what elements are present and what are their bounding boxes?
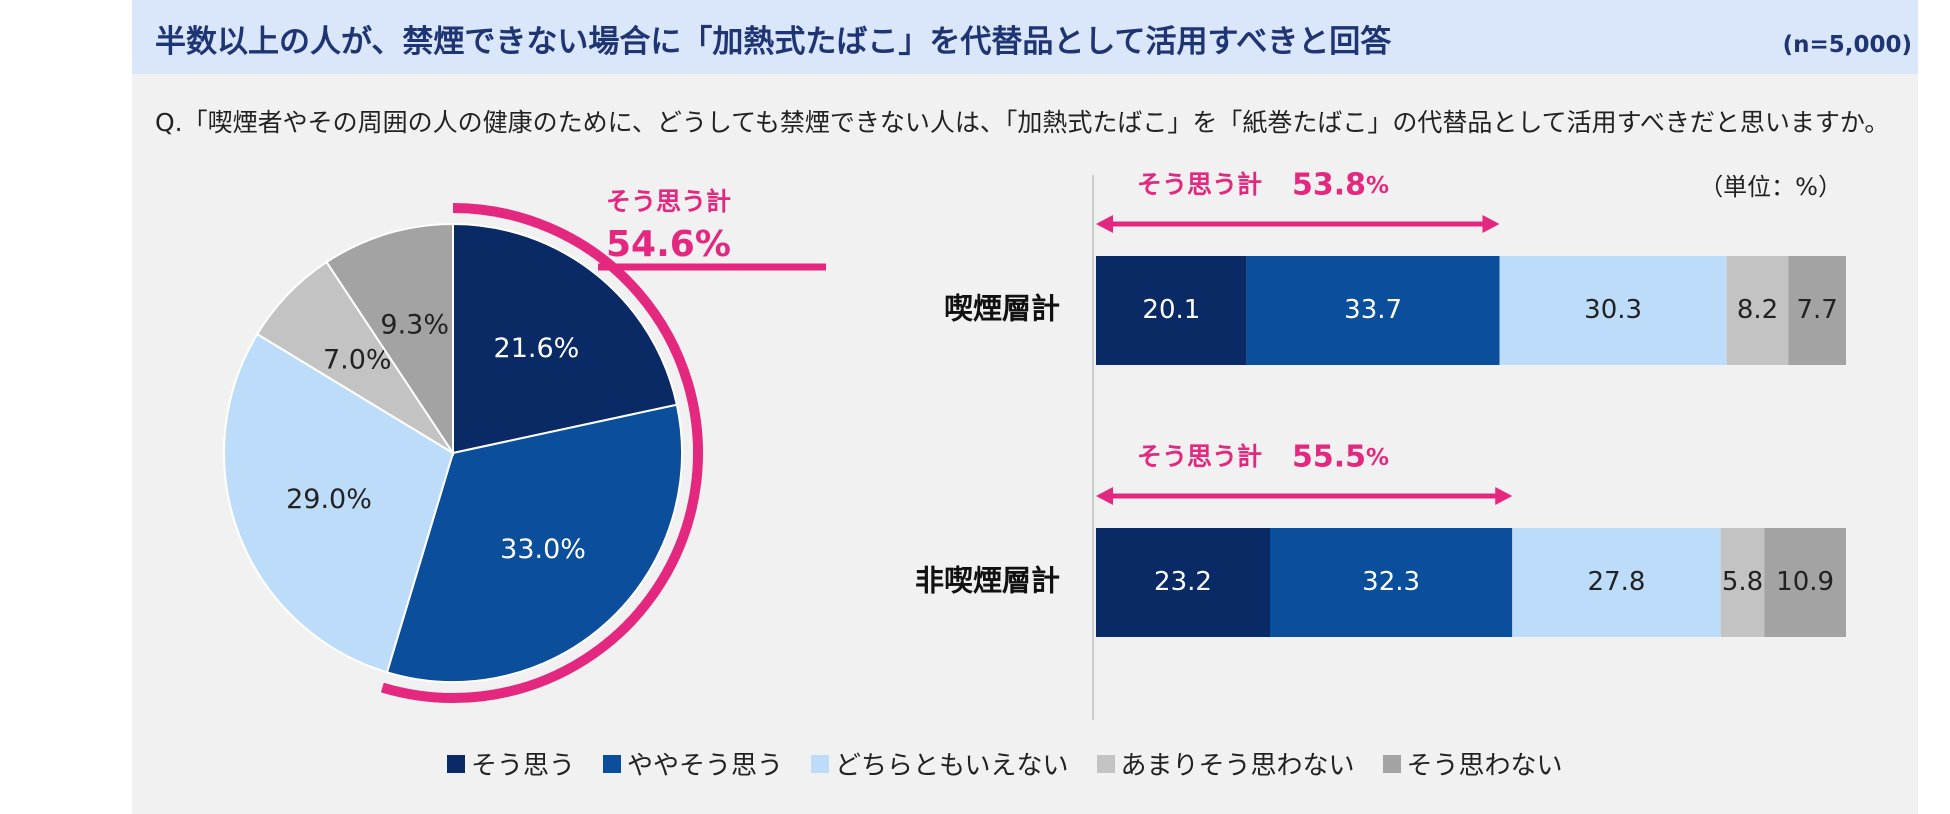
agree-arrowhead-left [1096, 487, 1113, 505]
bar-value-label: 8.2 [1737, 295, 1778, 325]
bar-value-label: 32.3 [1362, 567, 1420, 597]
legend-label: そう思う [471, 751, 576, 781]
legend-item: どちらともいえない [811, 745, 1069, 782]
agree-total-value: 54.6% [606, 224, 731, 265]
agree-arrowhead-right [1482, 215, 1500, 233]
bar-value-label: 23.2 [1154, 567, 1212, 597]
pie-label: 29.0% [286, 484, 372, 515]
pie-slice [385, 403, 683, 683]
bar-value-label: 5.8 [1722, 567, 1763, 597]
bar-value-label: 7.7 [1796, 295, 1837, 325]
agree-total-label: そう思う計 [606, 187, 731, 216]
agree-total-label: そう思う計 [1137, 170, 1262, 199]
legend-item: そう思わない [1382, 745, 1563, 782]
question-text: Q.「喫煙者やその周囲の人の健康のために、どうしても禁煙できない人は、「加熱式た… [155, 108, 1890, 137]
legend-label: ややそう思う [627, 751, 784, 781]
legend-swatch-somewhat-disagree [1096, 754, 1115, 773]
agree-total-arc [380, 203, 703, 703]
bar-value-label: 10.9 [1776, 567, 1834, 597]
bar-segment [1096, 256, 1247, 365]
bar-segment [1788, 256, 1846, 365]
agree-total-value: 53.8% [1292, 168, 1389, 203]
agree-arrowhead-right [1495, 487, 1513, 505]
unit-label: （単位：%） [1699, 173, 1842, 201]
bar-segment [1499, 256, 1727, 365]
pie-label: 7.0% [323, 344, 392, 375]
bar-category-label: 非喫煙層計 [915, 564, 1060, 598]
agree-total-value: 55.5% [1292, 440, 1389, 475]
bar-segment [1720, 528, 1765, 637]
bar-category-label: 喫煙層計 [944, 292, 1060, 326]
bar-segment [1096, 528, 1270, 637]
bar-segment [1512, 528, 1721, 637]
bar-segment [1726, 256, 1789, 365]
sample-size: (n=5,000) [1782, 32, 1912, 58]
legend: そう思う ややそう思う どちらともいえない あまりそう思わない そう思わない [447, 745, 1591, 782]
agree-total-unit: % [1366, 173, 1389, 199]
legend-label: そう思わない [1406, 751, 1563, 781]
pie-slice [325, 222, 454, 457]
legend-swatch-somewhat-agree [603, 754, 622, 773]
bar-segment [1270, 528, 1513, 637]
bar-value-label: 20.1 [1142, 295, 1200, 325]
legend-item: そう思う [447, 745, 575, 782]
pie-label: 33.0% [500, 534, 586, 565]
header-bar [132, 0, 1918, 74]
agree-arrowhead-left [1096, 215, 1113, 233]
agree-total-unit: % [1366, 445, 1389, 471]
pie-label: 21.6% [494, 333, 580, 364]
legend-item: ややそう思う [603, 745, 783, 782]
agree-total-label: そう思う計 [1137, 442, 1262, 471]
legend-swatch-disagree [1382, 754, 1401, 773]
bar-segment [1246, 256, 1500, 365]
bar-value-label: 27.8 [1588, 567, 1646, 597]
legend-item: あまりそう思わない [1096, 745, 1355, 782]
bar-segment [1764, 528, 1846, 637]
bar-value-label: 30.3 [1584, 295, 1642, 325]
legend-swatch-strongly-agree [447, 754, 465, 773]
page-title: 半数以上の人が、禁煙できない場合に「加熱式たばこ」を代替品として活用すべきと回答 [155, 24, 1392, 60]
legend-swatch-neutral [811, 754, 830, 773]
pie-slice [452, 222, 679, 455]
pie-label: 9.3% [380, 309, 449, 340]
legend-label: あまりそう思わない [1120, 751, 1355, 781]
legend-label: どちらともいえない [835, 751, 1069, 781]
bar-value-label: 33.7 [1344, 295, 1402, 325]
